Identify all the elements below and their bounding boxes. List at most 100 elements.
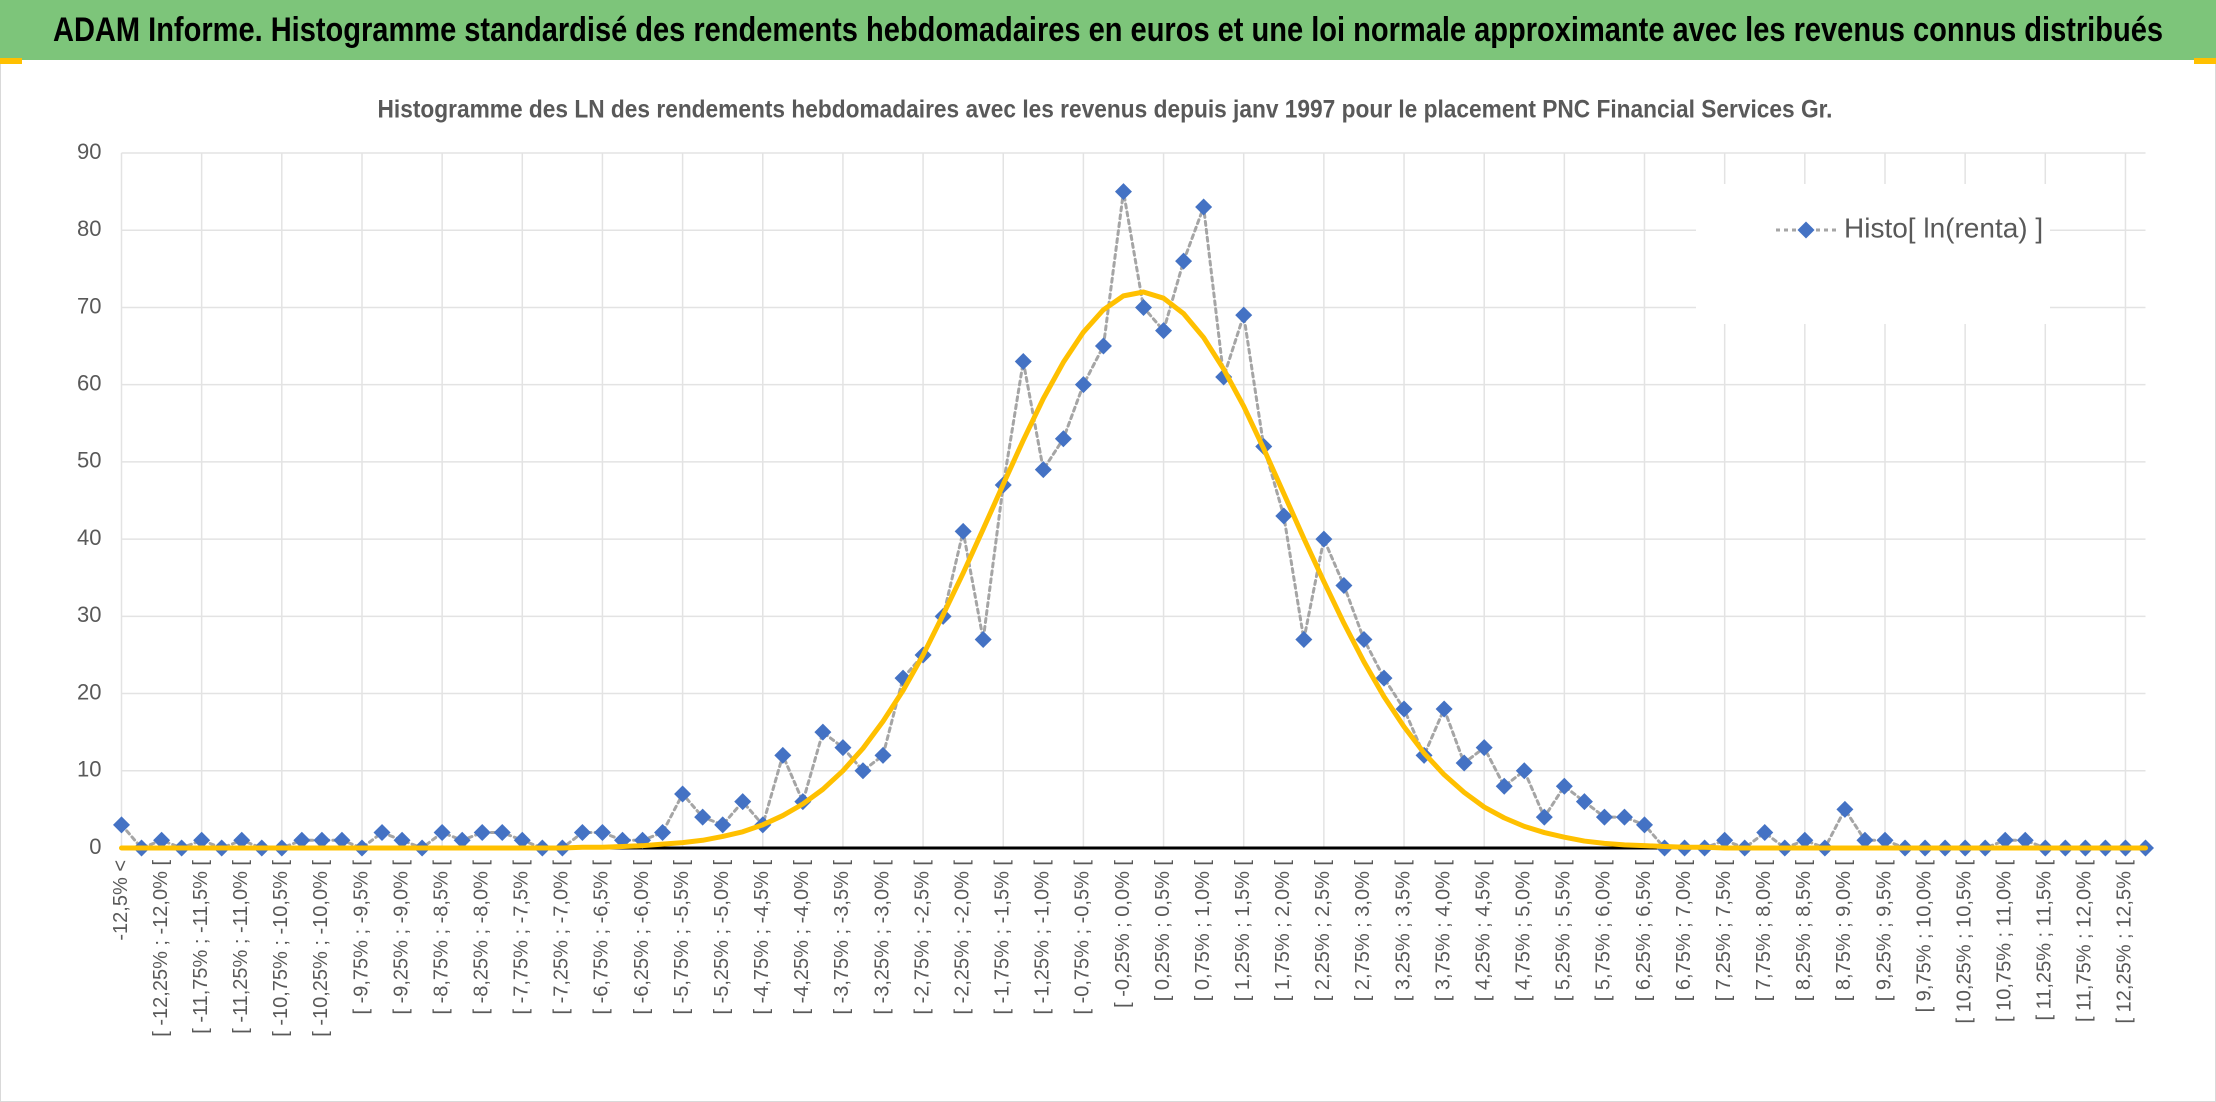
x-tick-label: [ 11,75% ; 12,0% [ xyxy=(2074,860,2096,1022)
x-tick-label: [ -3,25% ; -3,0% [ xyxy=(871,860,893,1015)
x-tick-label: [ 1,75% ; 2,0% [ xyxy=(1272,860,1294,1002)
marker xyxy=(1135,298,1153,316)
marker xyxy=(1074,376,1092,394)
marker xyxy=(313,831,331,849)
marker xyxy=(1535,808,1553,826)
marker xyxy=(1355,631,1373,648)
marker xyxy=(1235,306,1253,324)
marker xyxy=(2016,831,2034,849)
marker xyxy=(1796,831,1814,849)
y-tick-label: 30 xyxy=(77,602,101,627)
marker xyxy=(1455,754,1473,772)
marker xyxy=(1996,831,2014,849)
x-tick-label: [ -8,25% ; -8,0% [ xyxy=(470,860,492,1015)
marker xyxy=(1375,669,1393,687)
legend-box xyxy=(1696,184,2050,324)
x-tick-label: [ -3,75% ; -3,5% [ xyxy=(831,860,853,1015)
legend-label: Histo[ ln(renta) ] xyxy=(1844,212,2043,243)
marker xyxy=(1435,700,1453,718)
x-tick-label: [ -7,25% ; -7,0% [ xyxy=(551,860,573,1015)
marker xyxy=(593,824,611,842)
marker xyxy=(373,824,391,842)
marker xyxy=(1475,739,1493,757)
x-tick-label: [ -7,75% ; -7,5% [ xyxy=(511,860,533,1015)
x-tick-label: [ -2,75% ; -2,5% [ xyxy=(911,860,933,1015)
marker xyxy=(874,746,892,764)
x-tick-label: [ 12,25% ; 12,5% [ xyxy=(2114,860,2136,1024)
x-tick-label: [ -6,75% ; -6,5% [ xyxy=(591,860,613,1015)
marker xyxy=(293,831,311,849)
x-tick-label: [ -1,25% ; -1,0% [ xyxy=(1032,860,1054,1015)
marker xyxy=(493,824,511,842)
x-tick-label: [ -9,25% ; -9,0% [ xyxy=(390,860,412,1015)
y-tick-label: 50 xyxy=(77,448,101,473)
x-tick-label: [ 9,25% ; 9,5% [ xyxy=(1873,860,1895,1002)
marker xyxy=(714,816,732,834)
x-tick-label: [ 5,75% ; 6,0% [ xyxy=(1593,860,1615,1002)
marker xyxy=(1756,824,1774,842)
x-tick-label: [ 10,75% ; 11,0% [ xyxy=(1994,860,2016,1022)
x-tick-label: [ 5,25% ; 5,5% [ xyxy=(1553,860,1575,1002)
x-tick-label: [ 8,25% ; 8,5% [ xyxy=(1793,860,1815,1002)
marker xyxy=(1195,198,1213,216)
corner-accent xyxy=(0,58,22,64)
marker xyxy=(774,746,792,764)
marker xyxy=(113,816,130,834)
marker xyxy=(734,793,752,811)
y-tick-label: 90 xyxy=(77,139,101,164)
x-tick-label: [ 3,25% ; 3,5% [ xyxy=(1392,860,1414,1002)
marker xyxy=(333,831,351,849)
marker xyxy=(814,723,832,741)
marker xyxy=(1395,700,1413,718)
marker xyxy=(1495,777,1513,795)
marker xyxy=(1856,831,1874,849)
x-tick-label: [ 6,25% ; 6,5% [ xyxy=(1633,860,1655,1002)
marker xyxy=(1615,808,1633,826)
x-tick-label: [ 0,75% ; 1,0% [ xyxy=(1192,860,1214,1002)
x-tick-label: [ 10,25% ; 10,5% [ xyxy=(1953,860,1975,1024)
x-tick-label: [ 4,75% ; 5,0% [ xyxy=(1513,860,1535,1002)
marker xyxy=(854,762,872,780)
marker xyxy=(1155,322,1173,340)
header-title: ADAM Informe. Histogramme standardisé de… xyxy=(53,11,2163,49)
x-tick-label: [ -12,25% ; -12,0% [ xyxy=(150,860,172,1037)
marker xyxy=(513,831,531,849)
x-tick-label: [ -10,75% ; -10,5% [ xyxy=(270,860,292,1037)
x-tick-label: [ -11,75% ; -11,5% [ xyxy=(190,860,212,1034)
x-tick-label: [ -8,75% ; -8,5% [ xyxy=(430,860,452,1015)
x-tick-label: [ -10,25% ; -10,0% [ xyxy=(310,860,332,1037)
marker xyxy=(1575,793,1593,811)
y-tick-label: 40 xyxy=(77,525,101,550)
x-tick-label: [ 9,75% ; 10,0% [ xyxy=(1913,860,1935,1013)
y-tick-label: 80 xyxy=(77,216,101,241)
marker xyxy=(453,831,471,849)
marker xyxy=(1716,831,1734,849)
marker xyxy=(1295,631,1313,648)
x-tick-label: [ 0,25% ; 0,5% [ xyxy=(1152,860,1174,1002)
marker xyxy=(433,824,451,842)
marker xyxy=(654,824,672,842)
marker xyxy=(473,824,491,842)
x-tick-label: [ 6,75% ; 7,0% [ xyxy=(1673,860,1695,1002)
x-tick-label: [ 1,25% ; 1,5% [ xyxy=(1232,860,1254,1002)
marker xyxy=(834,739,852,757)
x-tick-label: [ 2,75% ; 3,0% [ xyxy=(1352,860,1374,1002)
x-tick-label: [ -9,75% ; -9,5% [ xyxy=(350,860,372,1015)
x-tick-label: [ -4,25% ; -4,0% [ xyxy=(791,860,813,1015)
x-tick-label: [ 8,75% ; 9,0% [ xyxy=(1833,860,1855,1002)
x-tick-label: [ -4,75% ; -4,5% [ xyxy=(751,860,773,1015)
marker xyxy=(1034,461,1052,479)
x-tick-label: [ -2,25% ; -2,0% [ xyxy=(951,860,973,1015)
marker xyxy=(1555,777,1573,795)
x-tick-label: [ 4,25% ; 4,5% [ xyxy=(1472,860,1494,1002)
x-tick-label: [ -5,25% ; -5,0% [ xyxy=(711,860,733,1015)
x-tick-label: [ 2,25% ; 2,5% [ xyxy=(1312,860,1334,1002)
y-tick-label: 70 xyxy=(77,293,101,318)
marker xyxy=(1094,337,1112,355)
marker xyxy=(1595,808,1613,826)
x-tick-label: [ -11,25% ; -11,0% [ xyxy=(230,860,252,1034)
marker xyxy=(1114,183,1132,201)
marker xyxy=(954,522,972,540)
